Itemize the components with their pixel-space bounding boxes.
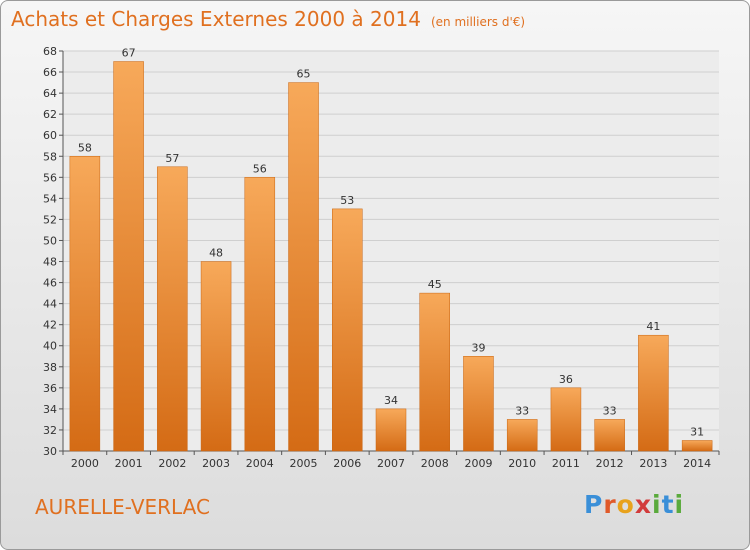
bar [638, 334, 669, 452]
logo-letter: i [674, 490, 685, 519]
y-tick-label: 50 [43, 234, 57, 247]
y-tick-label: 64 [43, 87, 57, 100]
x-tick-label: 2005 [290, 457, 318, 470]
bar-value-label: 48 [209, 247, 223, 260]
bar-value-label: 58 [78, 141, 92, 154]
y-tick-label: 68 [43, 45, 57, 58]
x-tick-label: 2006 [333, 457, 361, 470]
x-tick-label: 2013 [639, 457, 667, 470]
bar-value-label: 41 [646, 320, 660, 333]
bar [419, 292, 450, 452]
y-tick-label: 40 [43, 340, 57, 353]
x-tick-label: 2002 [158, 457, 186, 470]
logo-letter: x [634, 490, 652, 519]
x-tick-label: 2008 [421, 457, 449, 470]
chart-title: Achats et Charges Externes 2000 à 2014 (e… [11, 7, 525, 31]
logo-letter: o [616, 490, 635, 519]
bar [506, 419, 538, 452]
bar-value-label: 65 [297, 68, 311, 81]
bar-value-label: 57 [165, 152, 179, 165]
x-tick-label: 2003 [202, 457, 230, 470]
y-tick-label: 48 [43, 256, 57, 269]
y-tick-label: 56 [43, 171, 57, 184]
bar [157, 166, 188, 452]
bar [200, 261, 232, 452]
logo-letter: r [603, 490, 617, 519]
y-tick-label: 66 [43, 66, 57, 79]
y-tick-label: 62 [43, 108, 57, 121]
bar-value-label: 36 [559, 373, 573, 386]
bar [288, 82, 319, 452]
logo-letter: t [661, 490, 675, 519]
x-tick-label: 2010 [508, 457, 536, 470]
bar [681, 440, 713, 452]
bar-value-label: 56 [253, 162, 267, 175]
x-tick-label: 2007 [377, 457, 405, 470]
x-tick-label: 2011 [552, 457, 580, 470]
title-unit: (en milliers d'€) [430, 15, 526, 29]
axes: 30 32 34 36 38 40 42 44 46 48 50 52 54 56 58 60 62 64 66 68… [43, 45, 720, 470]
x-tick-label: 2009 [464, 457, 492, 470]
y-tick-label: 32 [43, 424, 57, 437]
y-tick-label: 44 [43, 298, 57, 311]
logo-letter: i [652, 490, 662, 519]
y-tick-label: 38 [43, 361, 57, 374]
x-tick-label: 2012 [596, 457, 624, 470]
bar-value-label: 67 [122, 47, 136, 60]
bar-value-label: 39 [471, 341, 485, 354]
x-tick-label: 2001 [115, 457, 143, 470]
bar [463, 356, 494, 452]
bar [332, 208, 363, 452]
y-tick-label: 30 [43, 445, 57, 458]
y-tick-label: 36 [43, 382, 57, 395]
title-text: Achats et Charges Externes 2000 à 2014 [11, 7, 421, 31]
bar [113, 61, 144, 452]
value-labels: 58 67 57 48 56 65 53 34 45 39 33 36 33 41 31 [78, 47, 704, 439]
bar [375, 408, 407, 452]
x-tick-label: 2004 [246, 457, 274, 470]
commune-name: AURELLE-VERLAC [35, 495, 210, 519]
y-tick-label: 52 [43, 213, 57, 226]
y-tick-label: 34 [43, 403, 57, 416]
bar [550, 387, 582, 452]
bar [594, 419, 625, 452]
y-tick-label: 60 [43, 129, 57, 142]
y-tick-label: 54 [43, 192, 57, 205]
x-tick-label: 2014 [683, 457, 711, 470]
bar [69, 156, 101, 452]
bar-value-label: 31 [690, 425, 704, 438]
bar-value-label: 33 [603, 404, 617, 417]
bar-value-label: 33 [515, 404, 529, 417]
x-tick-label: 2000 [71, 457, 99, 470]
bar-value-label: 34 [384, 394, 398, 407]
y-tick-label: 42 [43, 319, 57, 332]
logo-letter: P [584, 490, 604, 519]
y-tick-label: 58 [43, 150, 57, 163]
bar-value-label: 53 [340, 194, 354, 207]
proxiti-logo: Proxiti [584, 490, 684, 519]
bar [244, 177, 276, 452]
bar-value-label: 45 [428, 278, 442, 291]
bars [69, 61, 713, 452]
y-tick-label: 46 [43, 277, 57, 290]
